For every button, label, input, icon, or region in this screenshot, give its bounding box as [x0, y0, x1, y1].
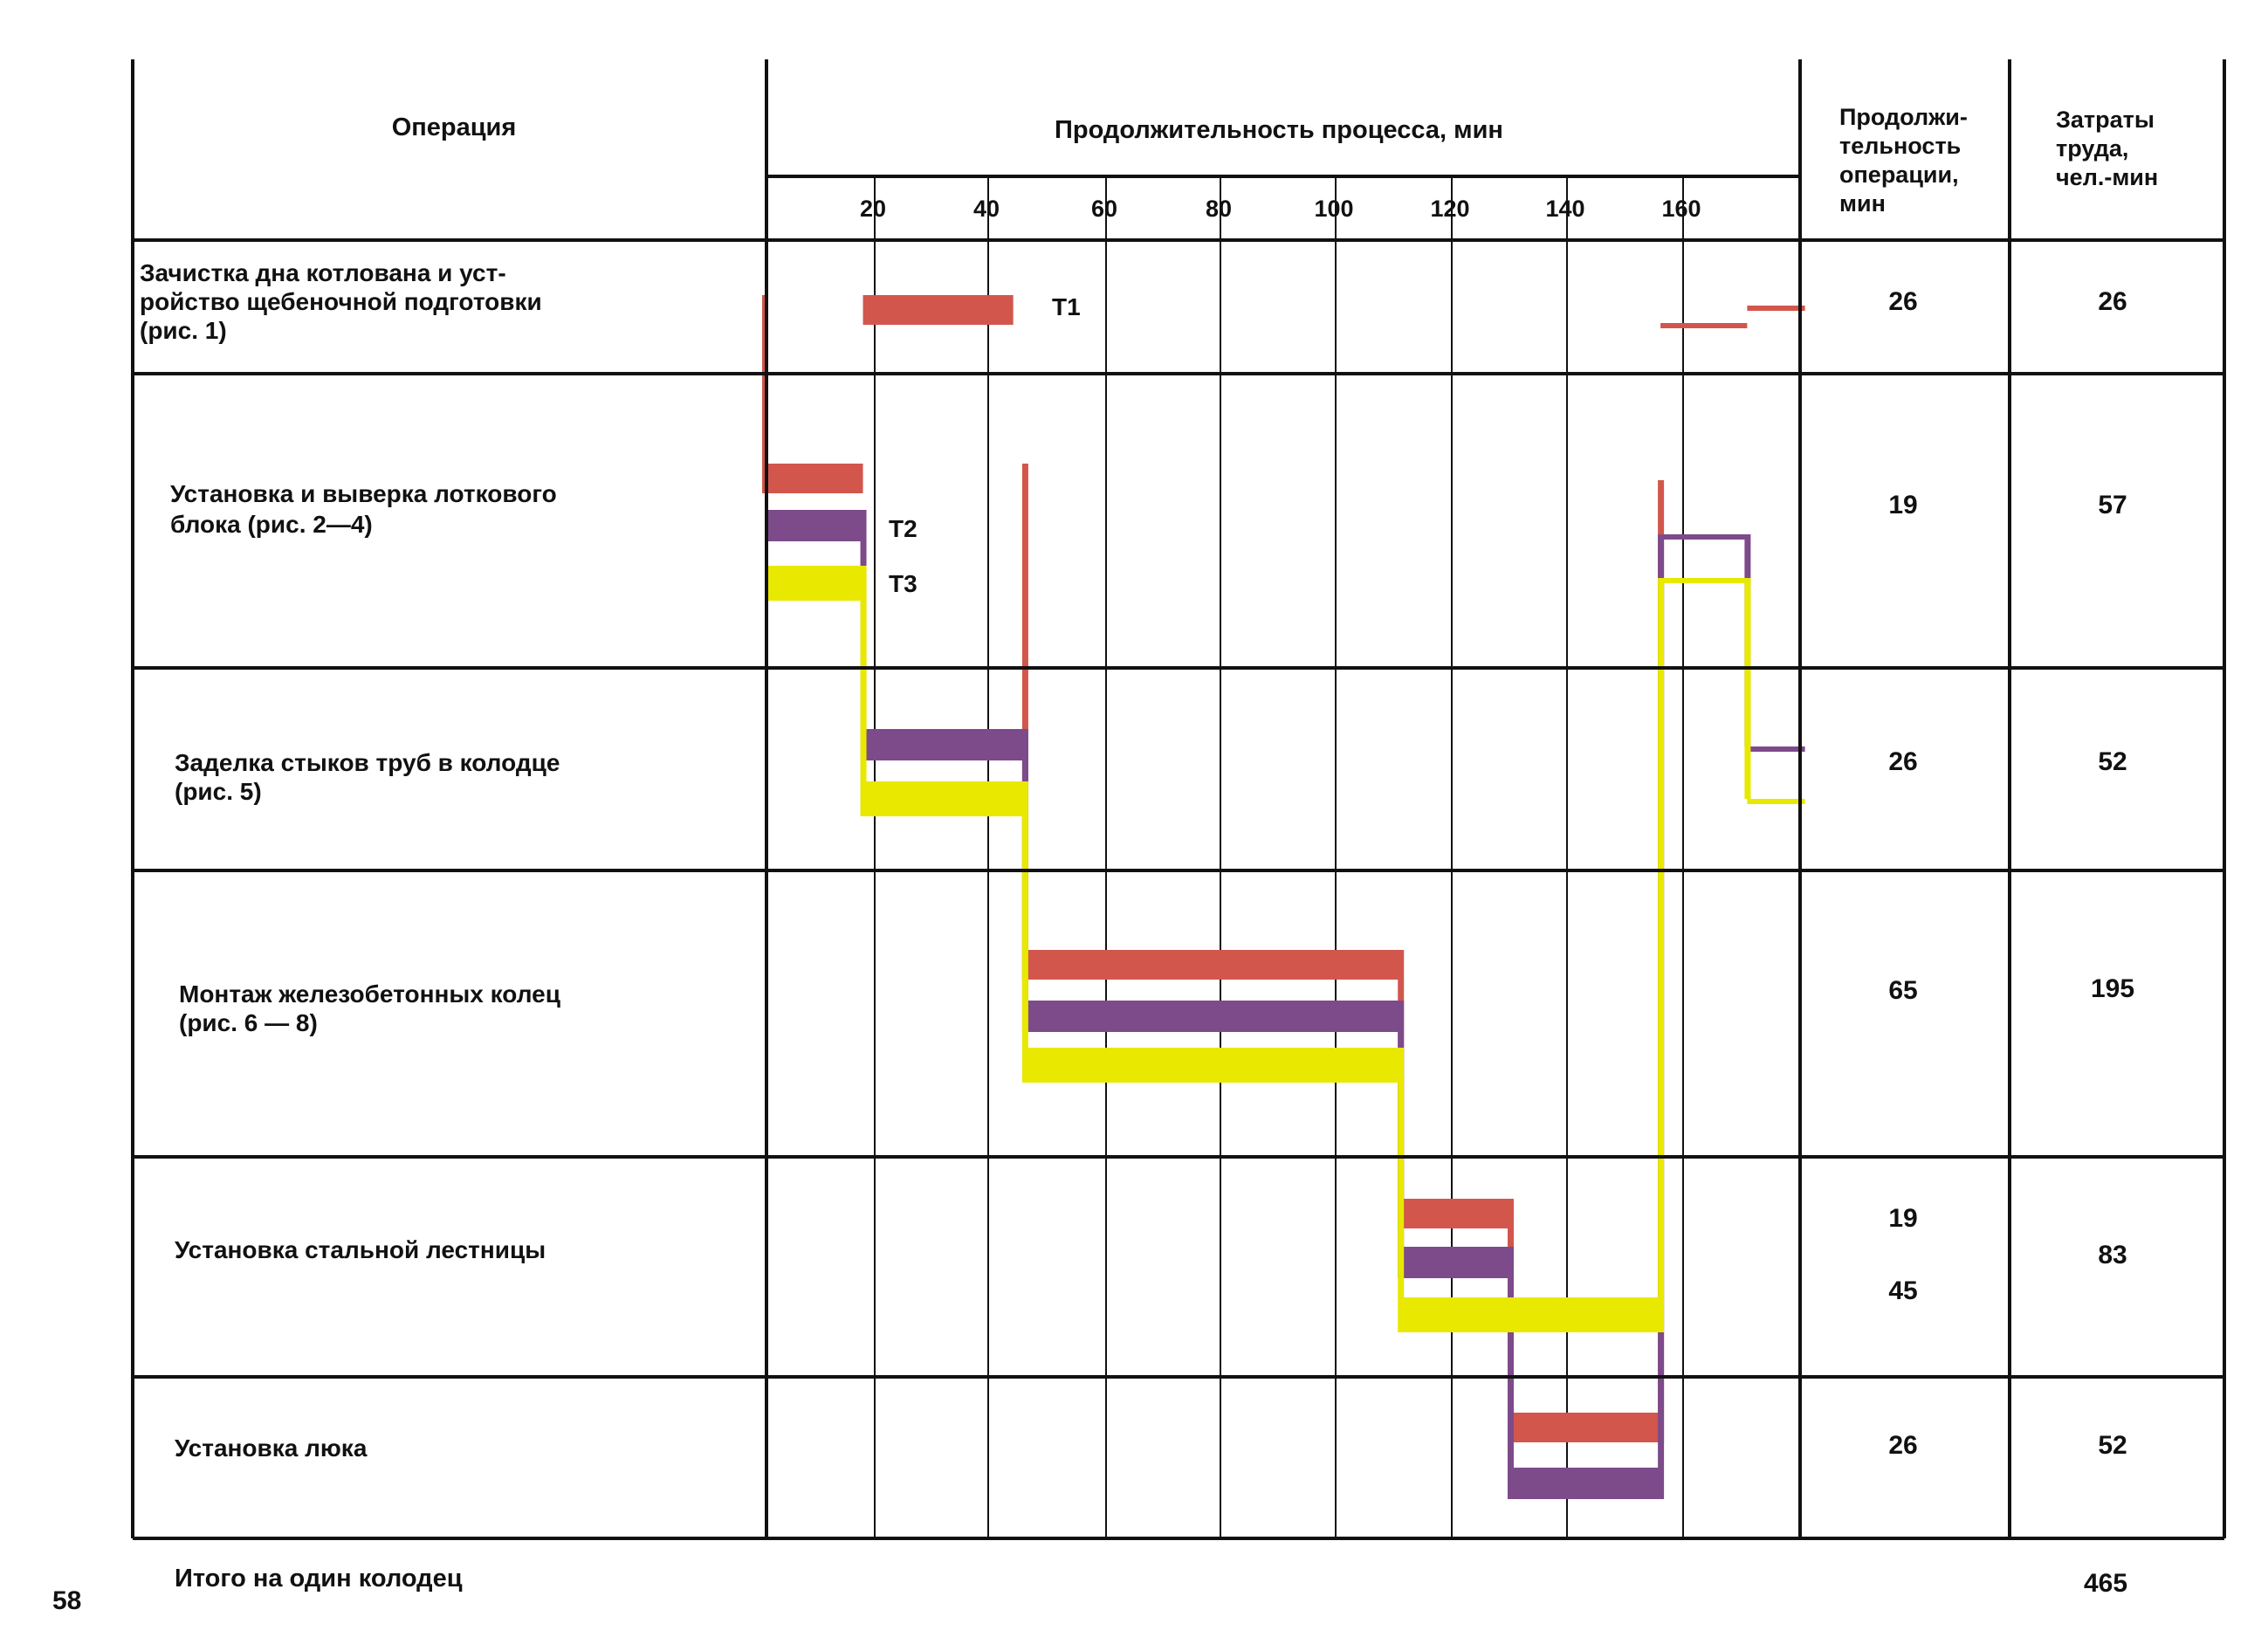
series-label-T1: Т1	[1052, 293, 1081, 320]
row-4-duration-1: 45	[1888, 1276, 1917, 1305]
bar-T1-1	[765, 464, 863, 493]
row-2-operation-1: (рис. 5)	[175, 778, 262, 805]
bar-T2-5	[1660, 534, 1748, 540]
row-0-operation-1: ройство щебеночной подготовки	[140, 288, 542, 315]
bar-T1-6	[1747, 306, 1805, 311]
bar-T1-0	[863, 295, 1014, 325]
row-0-operation-0: Зачистка дна котлована и уст-	[140, 259, 506, 286]
bar-T1-5	[1660, 323, 1748, 328]
row-5-operation-0: Установка люка	[175, 1434, 368, 1462]
bar-T3-0	[765, 566, 863, 601]
row-1-operation-1: блока (рис. 2—4)	[170, 511, 373, 538]
x-tick-label-60: 60	[1091, 196, 1117, 222]
row-3-operation-1: (рис. 6 — 8)	[179, 1009, 318, 1036]
header-op-duration-3: мин	[1839, 190, 1886, 217]
x-tick-label-120: 120	[1430, 196, 1469, 222]
chart-grid	[874, 176, 1684, 1538]
bar-T1-3	[1400, 1199, 1510, 1228]
row-4-duration-0: 19	[1888, 1204, 1917, 1233]
bar-T3-3	[1400, 1297, 1661, 1332]
series-label-T3: Т3	[889, 570, 918, 597]
chart-bars	[762, 295, 1805, 1499]
x-tick-label-160: 160	[1661, 196, 1701, 222]
header-labor-0: Затраты	[2056, 107, 2155, 133]
connector-T3-2	[1021, 781, 1028, 1083]
row-3-duration-0: 65	[1888, 976, 1917, 1005]
bar-T2-1	[863, 729, 1025, 760]
total-value: 465	[2084, 1569, 2127, 1598]
total-label: Итого на один колодец	[175, 1565, 463, 1593]
bar-T2-6	[1747, 746, 1805, 752]
bar-T3-4	[1660, 578, 1748, 583]
row-4-operation-0: Установка стальной лестницы	[175, 1236, 546, 1263]
header-op-duration-1: тельность	[1839, 133, 1961, 159]
row-5-duration-0: 26	[1888, 1431, 1917, 1460]
bar-T3-1	[863, 781, 1025, 816]
row-2-operation-0: Заделка стыков труб в колодце	[175, 749, 560, 776]
bar-T3-5	[1747, 799, 1805, 804]
x-tick-label-40: 40	[973, 196, 1000, 222]
header-duration-title: Продолжительность процесса, мин	[1055, 116, 1503, 144]
bar-T2-4	[1509, 1468, 1661, 1499]
row-3-operation-0: Монтаж железобетонных колец	[179, 980, 560, 1008]
bar-T3-2	[1024, 1048, 1401, 1083]
bar-T2-0	[765, 510, 863, 541]
row-5-labor: 52	[2098, 1431, 2127, 1460]
table-texts: 20 40 60 80 100 120 140 160 Т1 Т2 Т3 Операция Продол…	[52, 104, 2158, 1615]
row-1-duration-0: 19	[1888, 491, 1917, 519]
bar-T2-3	[1400, 1247, 1510, 1278]
row-0-operation-2: (рис. 1)	[140, 317, 227, 344]
header-op-duration-0: Продолжи-	[1839, 104, 1968, 130]
bar-T1-4	[1509, 1413, 1661, 1442]
header-operation: Операция	[392, 114, 517, 141]
row-4-labor: 83	[2098, 1241, 2127, 1269]
row-0-labor: 26	[2098, 287, 2127, 316]
x-tick-label-20: 20	[860, 196, 886, 222]
connector-T3-3	[1398, 1048, 1405, 1332]
bar-T2-2	[1024, 1001, 1401, 1032]
x-tick-label-100: 100	[1314, 196, 1353, 222]
series-label-T2: Т2	[889, 515, 918, 542]
row-2-duration-0: 26	[1888, 747, 1917, 776]
connector-T3-5	[1744, 578, 1751, 799]
row-2-labor: 52	[2098, 747, 2127, 776]
x-tick-label-140: 140	[1545, 196, 1584, 222]
bar-T1-2	[1024, 950, 1401, 980]
x-tick-label-80: 80	[1206, 196, 1232, 222]
page-number: 58	[52, 1586, 81, 1615]
row-3-labor: 195	[2091, 974, 2134, 1003]
header-labor-2: чел.-мин	[2056, 164, 2158, 190]
row-1-labor: 57	[2098, 491, 2127, 519]
header-op-duration-2: операции,	[1839, 162, 1959, 188]
table-frame	[131, 59, 2226, 1540]
connector-T3-1	[860, 566, 867, 816]
row-0-duration-0: 26	[1888, 287, 1917, 316]
row-1-operation-0: Установка и выверка лоткового	[170, 480, 557, 507]
connector-T3-4	[1658, 578, 1665, 1332]
header-labor-1: труда,	[2056, 135, 2128, 162]
connector-T2-4	[1507, 1247, 1514, 1499]
connector-T1-2	[1021, 464, 1028, 980]
